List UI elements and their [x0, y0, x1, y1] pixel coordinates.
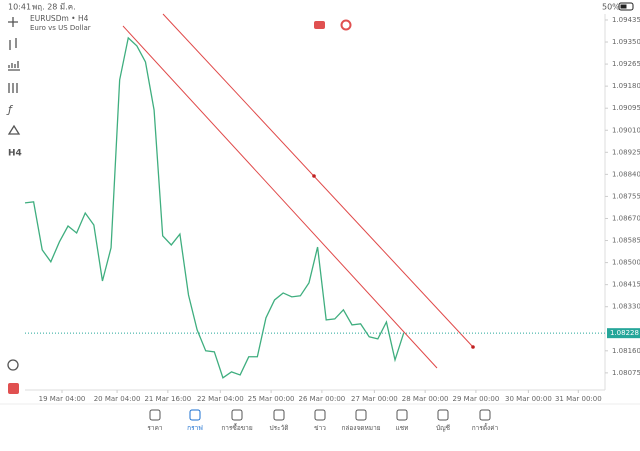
y-tick-label: 1.08585	[612, 237, 640, 245]
tab-bar: ราคา กราฟ การซื้อขาย ประวัติ ข่าว กล่องจดหมาย…	[147, 409, 499, 432]
tab-label[interactable]: ข่าว	[314, 424, 326, 432]
trend-line-handle[interactable]	[471, 345, 475, 349]
chart-type-tool[interactable]	[9, 38, 17, 50]
price-line	[24, 36, 405, 379]
chart-title: EURUSDm • H4	[30, 14, 89, 23]
y-tick-label: 1.08330	[612, 303, 640, 311]
y-tick-label: 1.08415	[612, 281, 640, 289]
tab-icon[interactable]	[437, 409, 449, 421]
y-tick-label: 1.08755	[612, 192, 640, 200]
timeframe-button[interactable]: H4	[8, 149, 22, 159]
tab-label[interactable]: การซื้อขาย	[221, 423, 252, 432]
x-tick-label: 26 Mar 00:00	[299, 395, 346, 403]
x-tick-label: 31 Mar 00:00	[555, 395, 602, 403]
indicator-tool[interactable]	[8, 83, 18, 93]
y-tick-label: 1.08925	[612, 148, 640, 156]
trade-button[interactable]	[314, 21, 325, 29]
x-tick-label: 20 Mar 04:00	[94, 395, 141, 403]
crosshair-tool[interactable]	[8, 17, 18, 27]
x-tick-label: 27 Mar 00:00	[351, 395, 398, 403]
status-battery: 50%	[602, 3, 620, 12]
y-tick-label: 1.09265	[612, 60, 640, 68]
battery-level	[620, 4, 627, 9]
battery-icon	[618, 2, 634, 11]
tab-label[interactable]: ประวัติ	[270, 424, 289, 432]
y-tick-label: 1.09435	[612, 16, 640, 24]
tab-label[interactable]: แชท	[396, 424, 409, 432]
shapes-tool[interactable]	[7, 124, 21, 135]
current-price-box	[607, 328, 640, 339]
tab-label[interactable]: ราคา	[147, 424, 162, 432]
y-tick-label: 1.09350	[612, 38, 640, 46]
y-tick-label: 1.09180	[612, 82, 640, 90]
tab-icon[interactable]	[149, 409, 161, 421]
x-tick-label: 19 Mar 04:00	[39, 395, 86, 403]
x-tick-label: 29 Mar 00:00	[453, 395, 500, 403]
chart-subtitle: Euro vs US Dollar	[30, 24, 91, 32]
y-tick-label: 1.08500	[612, 259, 640, 267]
status-date: พฤ. 28 มี.ค.	[32, 3, 76, 12]
tab-label[interactable]: บัญชี	[436, 424, 451, 432]
y-tick-label: 1.09095	[612, 104, 640, 112]
trend-line-handle[interactable]	[312, 174, 316, 178]
alert-tool[interactable]	[7, 359, 19, 371]
quote-button[interactable]	[340, 19, 352, 31]
y-tick-label: 1.08075	[612, 369, 640, 377]
tab-label[interactable]: กล่องจดหมาย	[341, 424, 380, 432]
x-tick-label: 25 Mar 00:00	[248, 395, 295, 403]
left-toolbar: ƒ H4	[6, 17, 22, 394]
volume-tool[interactable]	[8, 61, 20, 71]
trend-line[interactable]	[122, 25, 438, 369]
app-icon[interactable]	[8, 383, 19, 394]
y-tick-label: 1.08840	[612, 170, 640, 178]
tab-label[interactable]: กราฟ	[187, 424, 203, 432]
x-tick-label: 22 Mar 04:00	[197, 395, 244, 403]
current-price-label: 1.08228	[610, 329, 639, 337]
y-tick-label: 1.08670	[612, 214, 640, 222]
tab-icon[interactable]	[314, 409, 326, 421]
tab-icon[interactable]	[231, 409, 243, 421]
y-tick-label: 1.09010	[612, 126, 640, 134]
x-tick-label: 28 Mar 00:00	[402, 395, 449, 403]
x-tick-label: 30 Mar 00:00	[505, 395, 552, 403]
tab-icon[interactable]	[479, 409, 491, 421]
tab-icon[interactable]	[189, 409, 201, 421]
trend-line[interactable]	[162, 13, 474, 348]
status-time: 10:41	[8, 3, 31, 12]
tab-icon[interactable]	[355, 409, 367, 421]
tab-label[interactable]: การตั้งค่า	[472, 423, 499, 432]
function-tool[interactable]: ƒ	[6, 103, 14, 116]
plot: 1.09435 1.09350 1.09265 1.09180 1.09095 1.090…	[24, 16, 640, 403]
y-tick-label: 1.08160	[612, 347, 640, 355]
x-tick-label: 21 Mar 16:00	[144, 395, 191, 403]
tab-icon[interactable]	[396, 409, 408, 421]
tab-icon[interactable]	[273, 409, 285, 421]
